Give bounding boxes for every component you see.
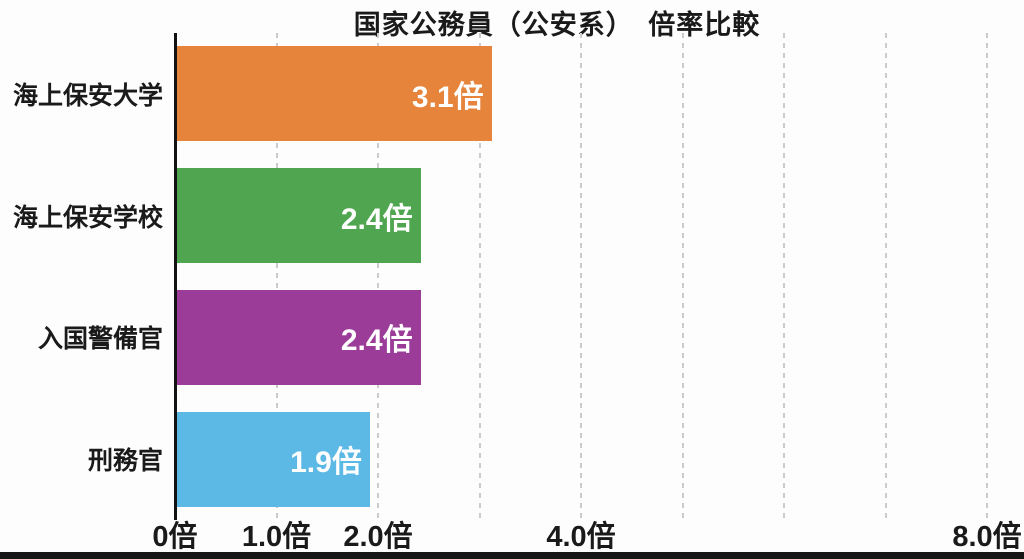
category-label: 刑務官 <box>87 447 163 476</box>
bar-1: 3.1倍 <box>177 46 492 142</box>
category-label: 海上保安学校 <box>12 203 163 232</box>
gridline <box>275 33 278 520</box>
gridline <box>478 33 481 520</box>
gridline <box>783 33 785 520</box>
gridline <box>884 33 887 520</box>
bar-3: 2.4倍 <box>177 289 421 385</box>
gridline <box>580 33 582 520</box>
x-axis-tick-label: 8.0倍 <box>952 521 1022 553</box>
bottom-edge-strip <box>0 552 1024 559</box>
x-axis-tick-label: 2.0倍 <box>343 521 413 553</box>
bar-value-label: 2.4倍 <box>340 324 413 358</box>
chart-title: 国家公務員（公安系） 倍率比較 <box>353 10 761 40</box>
category-label: 海上保安大学 <box>12 81 163 110</box>
bar-value-label: 3.1倍 <box>411 80 484 114</box>
plot-area: 3.1倍 2.4倍 2.4倍 1.9倍 <box>174 33 1024 520</box>
x-axis-tick-label: 4.0倍 <box>546 521 616 553</box>
x-axis-tick-label: 1.0倍 <box>241 521 312 553</box>
x-axis-tick-label: 0倍 <box>152 521 198 553</box>
bar-value-label: 2.4倍 <box>340 202 413 236</box>
gridline <box>681 33 684 520</box>
gridline <box>377 33 379 520</box>
bar-4: 1.9倍 <box>177 411 370 507</box>
bar-value-label: 1.9倍 <box>290 446 362 480</box>
gridline <box>986 33 988 520</box>
y-axis-line <box>174 33 177 520</box>
category-label: 入国警備官 <box>37 325 163 354</box>
bar-2: 2.4倍 <box>177 168 421 264</box>
